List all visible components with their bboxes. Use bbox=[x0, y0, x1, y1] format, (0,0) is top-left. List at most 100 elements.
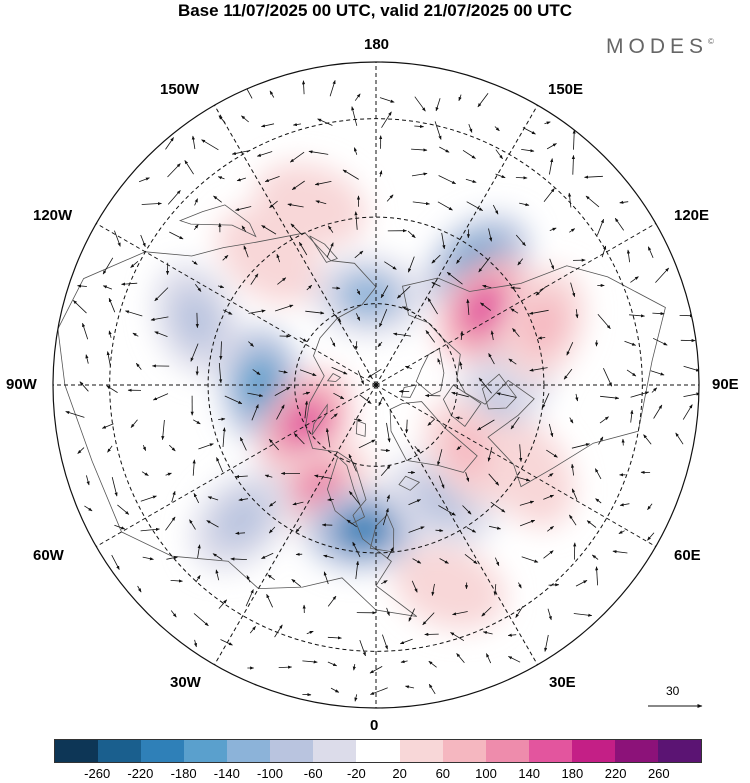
wind-arrow bbox=[519, 519, 536, 527]
colorbar-cell bbox=[98, 740, 142, 762]
anomaly-core bbox=[281, 182, 340, 229]
wind-arrow bbox=[408, 526, 425, 533]
wind-arrow bbox=[249, 626, 256, 634]
wind-arrow bbox=[495, 173, 506, 179]
wind-arrow bbox=[404, 365, 412, 370]
wind-arrow bbox=[245, 589, 254, 607]
wind-arrow bbox=[193, 224, 199, 231]
wind-arrow bbox=[193, 492, 200, 504]
wind-arrow bbox=[314, 181, 332, 186]
wind-arrow bbox=[111, 477, 118, 497]
wind-arrow bbox=[247, 392, 264, 397]
wind-arrow bbox=[231, 150, 250, 156]
wind-arrow bbox=[327, 498, 334, 502]
wind-arrow bbox=[619, 503, 630, 507]
wind-arrow bbox=[161, 419, 165, 441]
wind-arrow bbox=[529, 367, 548, 372]
wind-arrow bbox=[382, 508, 389, 526]
wind-arrow bbox=[250, 273, 259, 285]
wind-arrow bbox=[189, 519, 196, 530]
wind-arrow bbox=[630, 391, 650, 398]
coastline bbox=[402, 265, 666, 488]
wind-arrow bbox=[140, 527, 160, 532]
wind-arrow bbox=[591, 554, 599, 560]
lon-label-150e: 150E bbox=[548, 81, 584, 98]
colorbar-cell bbox=[614, 740, 658, 762]
wind-arrow bbox=[682, 404, 693, 420]
map-title: Base 11/07/2025 00 UTC, valid 21/07/2025… bbox=[177, 1, 573, 20]
wind-arrow bbox=[192, 459, 196, 476]
wind-arrow bbox=[218, 362, 223, 384]
wind-arrow bbox=[408, 608, 415, 622]
vector-reference-arrow bbox=[648, 704, 703, 708]
colorbar-cell bbox=[55, 740, 99, 762]
wind-arrow bbox=[510, 286, 521, 290]
anomaly-core bbox=[173, 290, 220, 349]
brand-mark: © bbox=[708, 37, 714, 46]
wind-arrow bbox=[647, 503, 653, 511]
wind-arrow bbox=[354, 341, 358, 351]
anomaly-core bbox=[445, 423, 496, 479]
wind-arrow bbox=[359, 394, 372, 404]
wind-arrow bbox=[268, 526, 276, 534]
wind-arrow bbox=[399, 638, 413, 645]
wind-arrow bbox=[152, 393, 169, 401]
wind-arrow bbox=[586, 520, 597, 528]
lon-label-90e: 90E bbox=[712, 376, 739, 393]
wind-arrow bbox=[651, 387, 658, 393]
wind-arrow bbox=[549, 227, 557, 231]
meridian-line bbox=[96, 384, 377, 547]
wind-arrow bbox=[529, 309, 549, 315]
wind-arrow bbox=[466, 201, 484, 211]
wind-arrow bbox=[222, 309, 233, 315]
wind-arrow bbox=[293, 433, 305, 445]
wind-arrow bbox=[401, 306, 412, 311]
lon-label-120e: 120E bbox=[674, 207, 710, 224]
wind-arrow bbox=[519, 444, 523, 462]
anomaly-core bbox=[519, 295, 566, 354]
wind-arrow bbox=[488, 473, 500, 486]
wind-arrow bbox=[166, 556, 179, 560]
wind-arrow bbox=[653, 404, 663, 419]
wind-arrow bbox=[261, 123, 275, 128]
wind-arrow bbox=[348, 490, 361, 505]
wind-arrow bbox=[86, 475, 90, 486]
wind-arrow bbox=[481, 606, 492, 617]
wind-arrow bbox=[213, 195, 222, 203]
wind-arrow bbox=[222, 427, 226, 448]
wind-arrow bbox=[379, 170, 383, 177]
wind-arrow bbox=[441, 232, 446, 250]
wind-arrow bbox=[488, 228, 493, 242]
wind-arrow bbox=[438, 175, 457, 185]
wind-arrow bbox=[571, 443, 590, 449]
wind-arrow bbox=[327, 225, 334, 233]
wind-arrow bbox=[184, 160, 194, 175]
wind-arrow bbox=[190, 343, 199, 362]
colorbar-cell bbox=[141, 740, 185, 762]
wind-arrow bbox=[315, 200, 327, 205]
modes-logo: MODES© bbox=[606, 35, 714, 59]
wind-arrow bbox=[290, 223, 303, 236]
colorbar-tick-label: 260 bbox=[647, 766, 670, 781]
wind-arrow bbox=[140, 495, 157, 502]
wind-arrow bbox=[142, 444, 147, 451]
wind-arrow bbox=[618, 530, 625, 534]
wind-arrow bbox=[235, 474, 248, 479]
wind-arrow bbox=[206, 520, 219, 528]
coastline bbox=[57, 232, 418, 617]
wind-arrow bbox=[256, 151, 273, 157]
wind-arrow bbox=[235, 206, 252, 212]
wind-arrow bbox=[354, 93, 361, 101]
wind-arrow bbox=[132, 332, 139, 337]
wind-arrow bbox=[547, 525, 554, 532]
wind-arrow bbox=[451, 391, 469, 398]
wind-arrow bbox=[354, 694, 358, 702]
wind-arrow bbox=[431, 254, 441, 264]
wind-arrow bbox=[386, 607, 390, 616]
wind-arrow bbox=[518, 582, 522, 589]
wind-arrow bbox=[248, 309, 266, 314]
wind-arrow bbox=[422, 612, 435, 626]
wind-arrow bbox=[130, 419, 138, 428]
wind-arrow bbox=[266, 593, 273, 608]
wind-arrow bbox=[515, 476, 531, 482]
